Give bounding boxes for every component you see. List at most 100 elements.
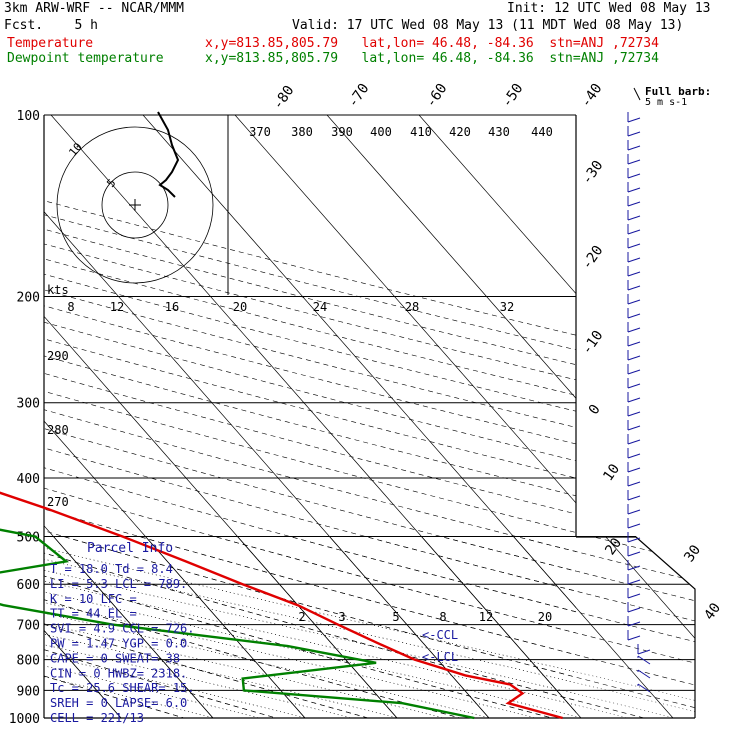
parcel-info-row: LI = 5.3 LCL = 789. xyxy=(50,577,187,591)
wind-barb xyxy=(627,397,641,403)
moist-adiabat-line xyxy=(44,537,444,718)
hodograph: 510 xyxy=(56,111,214,284)
theta-label: 410 xyxy=(410,125,432,139)
sounding-curves: <-CCL <-LCL xyxy=(0,491,563,720)
theta-label: 390 xyxy=(331,125,353,139)
diagram-frame xyxy=(43,114,696,719)
isotherm-label: 40 xyxy=(701,600,724,623)
pressure-tick-label: 600 xyxy=(17,578,40,593)
parcel-info-row: PW = 1.47 YGP = 0.0 xyxy=(50,637,187,651)
wind-barb xyxy=(627,593,641,599)
valid-time: Valid: 17 UTC Wed 08 May 13 (11 MDT Wed … xyxy=(292,18,684,33)
wind-barb xyxy=(627,425,641,431)
wind-barb xyxy=(627,341,641,347)
barb-legend-unit: 5 m s-1 xyxy=(645,97,687,108)
moist-adiabat-line xyxy=(44,537,214,718)
isotherm-label: 30 xyxy=(681,542,704,565)
mixing-ratio-label: 12 xyxy=(479,610,493,624)
isotherm-line xyxy=(142,115,576,609)
wind-barb xyxy=(627,495,641,501)
parcel-info-row: TT = 44 EL = xyxy=(50,607,137,621)
theta-label: 400 xyxy=(370,125,392,139)
pressure-tick-label: 400 xyxy=(17,472,40,487)
theta-label: 380 xyxy=(291,125,313,139)
barb-legend-icon xyxy=(633,87,641,101)
isotherm-label: -30 xyxy=(579,158,607,188)
wind-barb xyxy=(627,117,641,123)
wind-barb xyxy=(627,565,641,571)
hodograph-trace xyxy=(157,111,180,198)
isotherm-line xyxy=(418,537,695,718)
forecast-hour: Fcst. 5 h xyxy=(4,18,98,33)
right-axis-lower xyxy=(576,536,696,718)
wind-barb xyxy=(627,285,641,291)
wind-speed-label: 20 xyxy=(233,300,247,314)
wind-barb xyxy=(627,523,641,529)
parcel-info-row: K = 10 LFC = xyxy=(50,592,137,606)
wind-speed-label: 24 xyxy=(313,300,327,314)
wind-barb xyxy=(627,509,641,515)
temperature-location: x,y=813.85,805.79 lat,lon= 46.48, -84.36… xyxy=(205,36,659,51)
isotherm-line xyxy=(44,537,214,718)
isotherm-line xyxy=(234,537,695,718)
init-time: Init: 12 UTC Wed 08 May 13 xyxy=(507,1,711,16)
dry-adiabat-line xyxy=(44,537,695,718)
wind-barb xyxy=(627,355,641,361)
dewpoint-line xyxy=(0,528,475,720)
parcel-info-row: Tc = 25.6 SHEAR= 15. xyxy=(50,681,195,695)
mixing-ratio-label: 8 xyxy=(439,610,446,624)
wind-barb xyxy=(627,201,641,207)
diagram-grid-lower xyxy=(44,537,695,718)
mixing-ratio-label: 2 xyxy=(298,610,305,624)
wind-barb xyxy=(627,607,641,613)
wind-barb xyxy=(627,131,641,137)
temperature-line xyxy=(0,491,563,720)
parcel-info-row: CELL = 221/13 xyxy=(50,711,144,725)
temperature-legend: Temperature xyxy=(7,36,94,51)
wind-barb xyxy=(637,649,651,655)
parcel-info-box: Parcel Info T = 18.0 Td = 8.4LI = 5.3 LCL… xyxy=(50,541,195,725)
wind-barb xyxy=(627,187,641,193)
isotherm-label: -10 xyxy=(579,328,607,358)
wind-barb xyxy=(627,621,641,627)
wind-barb xyxy=(627,579,641,585)
model-title: 3km ARW-WRF -- NCAR/MMM xyxy=(4,1,185,16)
isotherm-line xyxy=(44,537,306,718)
wind-barb xyxy=(627,327,641,333)
dry-adiabat-line xyxy=(44,537,695,718)
dry-adiabat-line xyxy=(44,338,576,479)
isotherm-label: -80 xyxy=(270,83,298,113)
wind-barb xyxy=(627,481,641,487)
parcel-info-row: SVI = 4.9 CCL = 726. xyxy=(50,622,195,636)
isotherm-label: -20 xyxy=(579,243,607,273)
isotherm-line xyxy=(142,537,674,718)
moist-adiabat-line xyxy=(44,537,536,718)
isotherm-label: 20 xyxy=(602,535,625,558)
isotherm-label: 0 xyxy=(586,402,604,418)
isotherm-label: -70 xyxy=(345,81,373,111)
dry-adiabat-line xyxy=(44,273,576,412)
dry-adiabat-line xyxy=(44,537,695,718)
isotherm-line xyxy=(326,115,576,399)
isotherm-label: -50 xyxy=(499,81,527,111)
wind-speed-label: 16 xyxy=(165,300,179,314)
wind-barb xyxy=(627,551,641,557)
moist-adiabat-line xyxy=(44,537,490,718)
dewpoint-legend: Dewpoint temperature xyxy=(7,51,164,66)
wind-barb xyxy=(627,145,641,151)
wind-barb xyxy=(627,271,641,277)
parcel-info-row: CAPE = 0 SWEAT= 38 xyxy=(50,651,180,665)
isotherm-line xyxy=(44,537,398,718)
pressure-tick-label: 800 xyxy=(17,654,40,669)
isotherm-label: -40 xyxy=(578,81,606,111)
hodograph-center xyxy=(129,199,141,211)
wind-speed-label: 32 xyxy=(500,300,514,314)
wind-speed-label: 8 xyxy=(67,300,74,314)
hodograph-ring-inner xyxy=(101,171,169,239)
moist-adiabat-line xyxy=(44,537,352,718)
parcel-info-row: CIN = 0 HWBZ= 2318. xyxy=(50,666,187,680)
mixing-ratio-label: 3 xyxy=(338,610,345,624)
moist-adiabat-line xyxy=(44,537,398,718)
dry-adiabat-line xyxy=(44,243,576,381)
